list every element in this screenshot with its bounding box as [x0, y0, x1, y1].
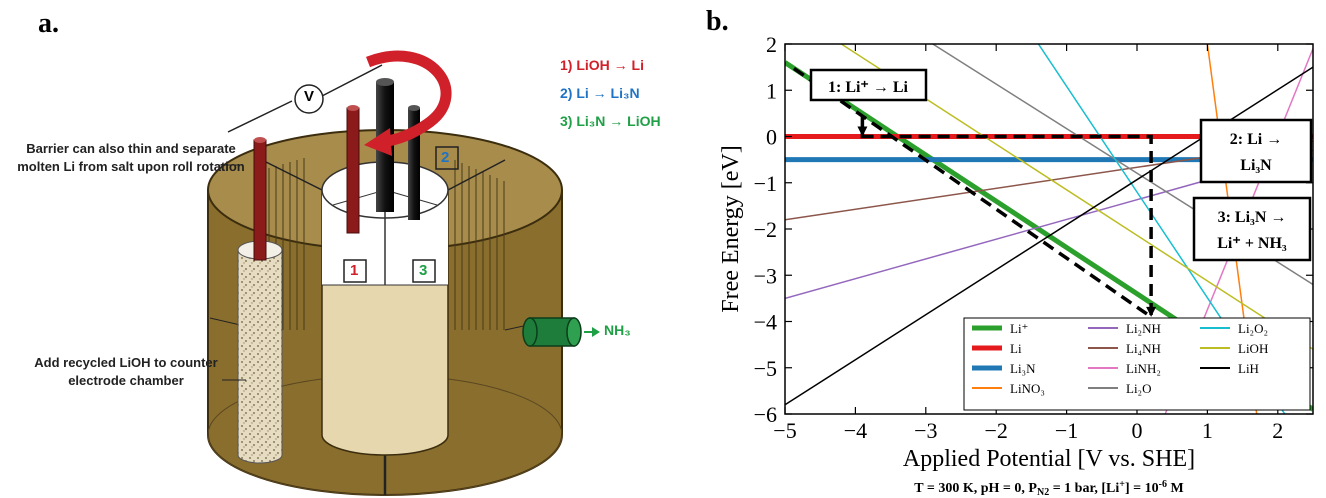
- annotation-3-line-1: 3: Li₃N →: [1218, 209, 1287, 226]
- y-tick-label-8: −6: [754, 402, 777, 427]
- y-tick-label-4: −2: [754, 217, 777, 242]
- voltmeter-wire-right: [321, 64, 383, 97]
- chamber-3-box: [412, 259, 436, 283]
- x-tick-label-5: 0: [1132, 418, 1143, 443]
- chart-caption: T = 300 K, pH = 0, PN2 = 1 bar, [Li+] = …: [914, 479, 1183, 498]
- y-tick-label-6: −4: [754, 310, 777, 335]
- annotation-1-text: 1: Li⁺ → Li: [828, 79, 909, 96]
- legend-label-3: LiNO₃: [1010, 381, 1045, 396]
- chamber-2-number: 2: [441, 149, 450, 166]
- legend-box: [963, 317, 1311, 411]
- reactor-schematic: [207, 50, 600, 496]
- y-tick-label-1: 1: [766, 78, 777, 103]
- step-1-label: 1) LiOH → Li: [560, 57, 644, 73]
- pathway-arrow-0: [857, 126, 868, 137]
- chamber-1-box: [343, 259, 367, 283]
- counter-electrode-chamber: [237, 249, 283, 464]
- voltmeter-label: V: [303, 88, 314, 105]
- y-tick-label-7: −5: [754, 356, 777, 381]
- working-electrode-rod: [346, 107, 360, 234]
- y-tick-label-2: 0: [766, 125, 777, 150]
- annotation-2-line-1: 2: Li →: [1230, 131, 1282, 148]
- chamber-2-box: [435, 146, 459, 170]
- y-tick-label-3: −1: [754, 171, 777, 196]
- legend-label-6: LiNH₂: [1126, 361, 1161, 376]
- barrier-hatch-right: [454, 160, 505, 330]
- x-tick-label-2: −3: [914, 418, 937, 443]
- voltmeter-icon: [294, 84, 324, 114]
- legend: Li⁺ Li Li₃N LiNO₃ Li₂NH Li₄NH LiNH₂ Li₂O Li₂O₂ Li…: [972, 321, 1268, 396]
- x-tick-label-3: −2: [984, 418, 1007, 443]
- annotation-3-line-2: Li⁺ + NH₃: [1217, 235, 1287, 252]
- x-tick-label-0: −5: [773, 418, 796, 443]
- pathway-arrow-1: [1146, 306, 1157, 317]
- y-tick-label-0: 2: [766, 32, 777, 57]
- y-tick-label-5: −3: [754, 263, 777, 288]
- legend-label-5: Li₄NH: [1126, 341, 1161, 356]
- legend-label-9: LiOH: [1238, 341, 1268, 356]
- legend-label-0: Li⁺: [1010, 321, 1028, 336]
- panel-a-label: a.: [38, 8, 59, 39]
- voltmeter-wire-left: [227, 100, 293, 133]
- barrier-line-2: [447, 159, 506, 191]
- legend-label-2: Li₃N: [1010, 361, 1036, 376]
- legend-label-10: LiH: [1238, 361, 1259, 376]
- y-axis-label: Free Energy [eV]: [718, 145, 744, 312]
- counter-electrode-rod: [253, 139, 267, 261]
- legend-label-8: Li₂O₂: [1238, 321, 1268, 336]
- rotation-arrow-icon: [366, 50, 452, 148]
- x-tick-label-1: −4: [844, 418, 867, 443]
- recycle-note: Add recycled LiOH to counter electrode c…: [34, 355, 218, 388]
- chamber-3-number: 3: [419, 262, 428, 279]
- barrier-note: Barrier can also thin and separate molte…: [17, 141, 245, 174]
- panel-b-label: b.: [706, 6, 729, 37]
- pathway-layer: [791, 65, 1157, 321]
- legend-label-1: Li: [1010, 341, 1022, 356]
- nh3-product-label: NH₃: [604, 322, 631, 338]
- annotation-2-box: [1199, 118, 1313, 184]
- x-tick-label-4: −1: [1055, 418, 1078, 443]
- step-2-label: 2) Li → Li₃N: [560, 85, 640, 101]
- annotation-3-box: [1192, 196, 1312, 262]
- step-3-label: 3) Li₃N → LiOH: [560, 113, 661, 129]
- legend-label-4: Li₂NH: [1126, 321, 1161, 336]
- annotation-1-box: [809, 68, 928, 102]
- annotation-2-line-2: Li₃N: [1240, 157, 1272, 174]
- barrier-line-1: [261, 159, 323, 191]
- x-axis-label: Applied Potential [V vs. SHE]: [903, 446, 1195, 472]
- x-tick-label-7: 2: [1272, 418, 1283, 443]
- reaction-pathway: [791, 65, 1153, 321]
- x-tick-label-6: 1: [1202, 418, 1213, 443]
- chamber-1-number: 1: [350, 262, 359, 279]
- legend-label-7: Li₂O: [1126, 381, 1151, 396]
